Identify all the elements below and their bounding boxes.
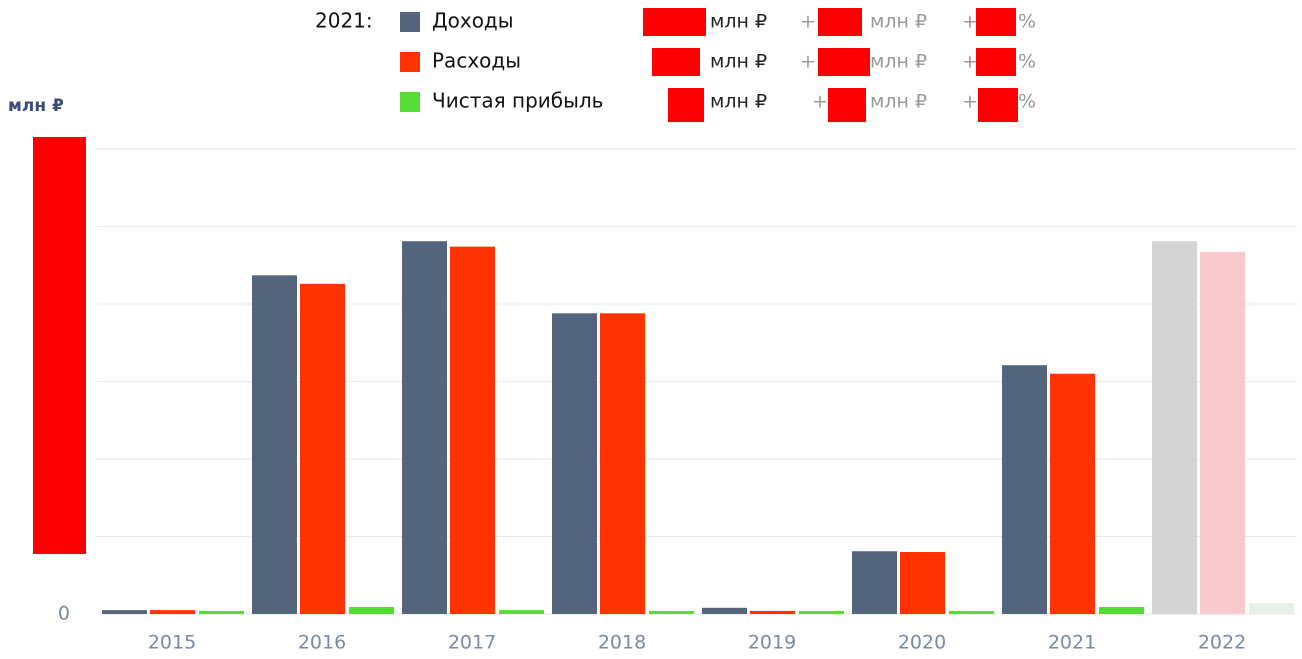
bar [1050,373,1095,614]
legend-plus: + [962,91,978,113]
bar [1099,607,1144,614]
legend-plus: + [812,91,828,113]
x-tick-label: 2017 [448,632,496,654]
bar [102,610,147,614]
legend-year: 2021: [315,9,373,33]
legend-swatch [400,12,420,32]
bar [649,610,694,614]
bar [852,551,897,614]
legend-percent: % [1018,11,1036,33]
redaction [652,48,700,76]
bar [1002,365,1047,614]
bar [600,313,645,614]
legend-swatch [400,52,420,72]
legend-plus: + [962,51,978,73]
bar [499,610,544,614]
legend-label: Расходы [432,49,521,73]
bar [150,610,195,614]
bar [1249,603,1294,614]
x-tick-label: 2016 [298,632,346,654]
bar [900,552,945,614]
legend-plus: + [800,51,816,73]
bar [402,241,447,614]
bar [702,607,747,614]
bar [252,275,297,614]
redaction [668,88,704,122]
redaction [33,137,86,554]
bar [1200,252,1245,614]
redaction [643,8,706,36]
legend-unit: млн ₽ [870,11,927,33]
bar [349,607,394,614]
legend-unit: млн ₽ [710,51,767,73]
legend-unit: млн ₽ [870,51,927,73]
redaction [818,8,862,36]
redaction [978,88,1018,122]
legend-label: Доходы [432,9,514,33]
x-tick-label: 2015 [148,632,196,654]
x-tick-label: 2018 [598,632,646,654]
legend-plus: + [962,11,978,33]
bar [1152,241,1197,614]
legend-percent: % [1018,91,1036,113]
x-tick-label: 2019 [748,632,796,654]
legend-plus: + [800,11,816,33]
y-tick-label: 0 [58,603,70,625]
bar [799,610,844,614]
redaction [976,48,1016,76]
legend-label: Чистая прибыль [432,89,603,113]
bar [750,610,795,614]
redaction [828,88,866,122]
legend-unit: млн ₽ [870,91,927,113]
axis-label: млн ₽ [8,96,64,116]
redaction [818,48,870,76]
x-tick-label: 2021 [1048,632,1096,654]
x-tick-label: 2020 [898,632,946,654]
bar [199,610,244,614]
bar [450,246,495,614]
redaction [976,8,1016,36]
legend-unit: млн ₽ [710,11,767,33]
x-tick-label: 2022 [1198,632,1246,654]
bar [300,283,345,614]
bar [949,610,994,614]
legend-swatch [400,92,420,112]
legend-unit: млн ₽ [710,91,767,113]
legend-percent: % [1018,51,1036,73]
bar [552,313,597,614]
